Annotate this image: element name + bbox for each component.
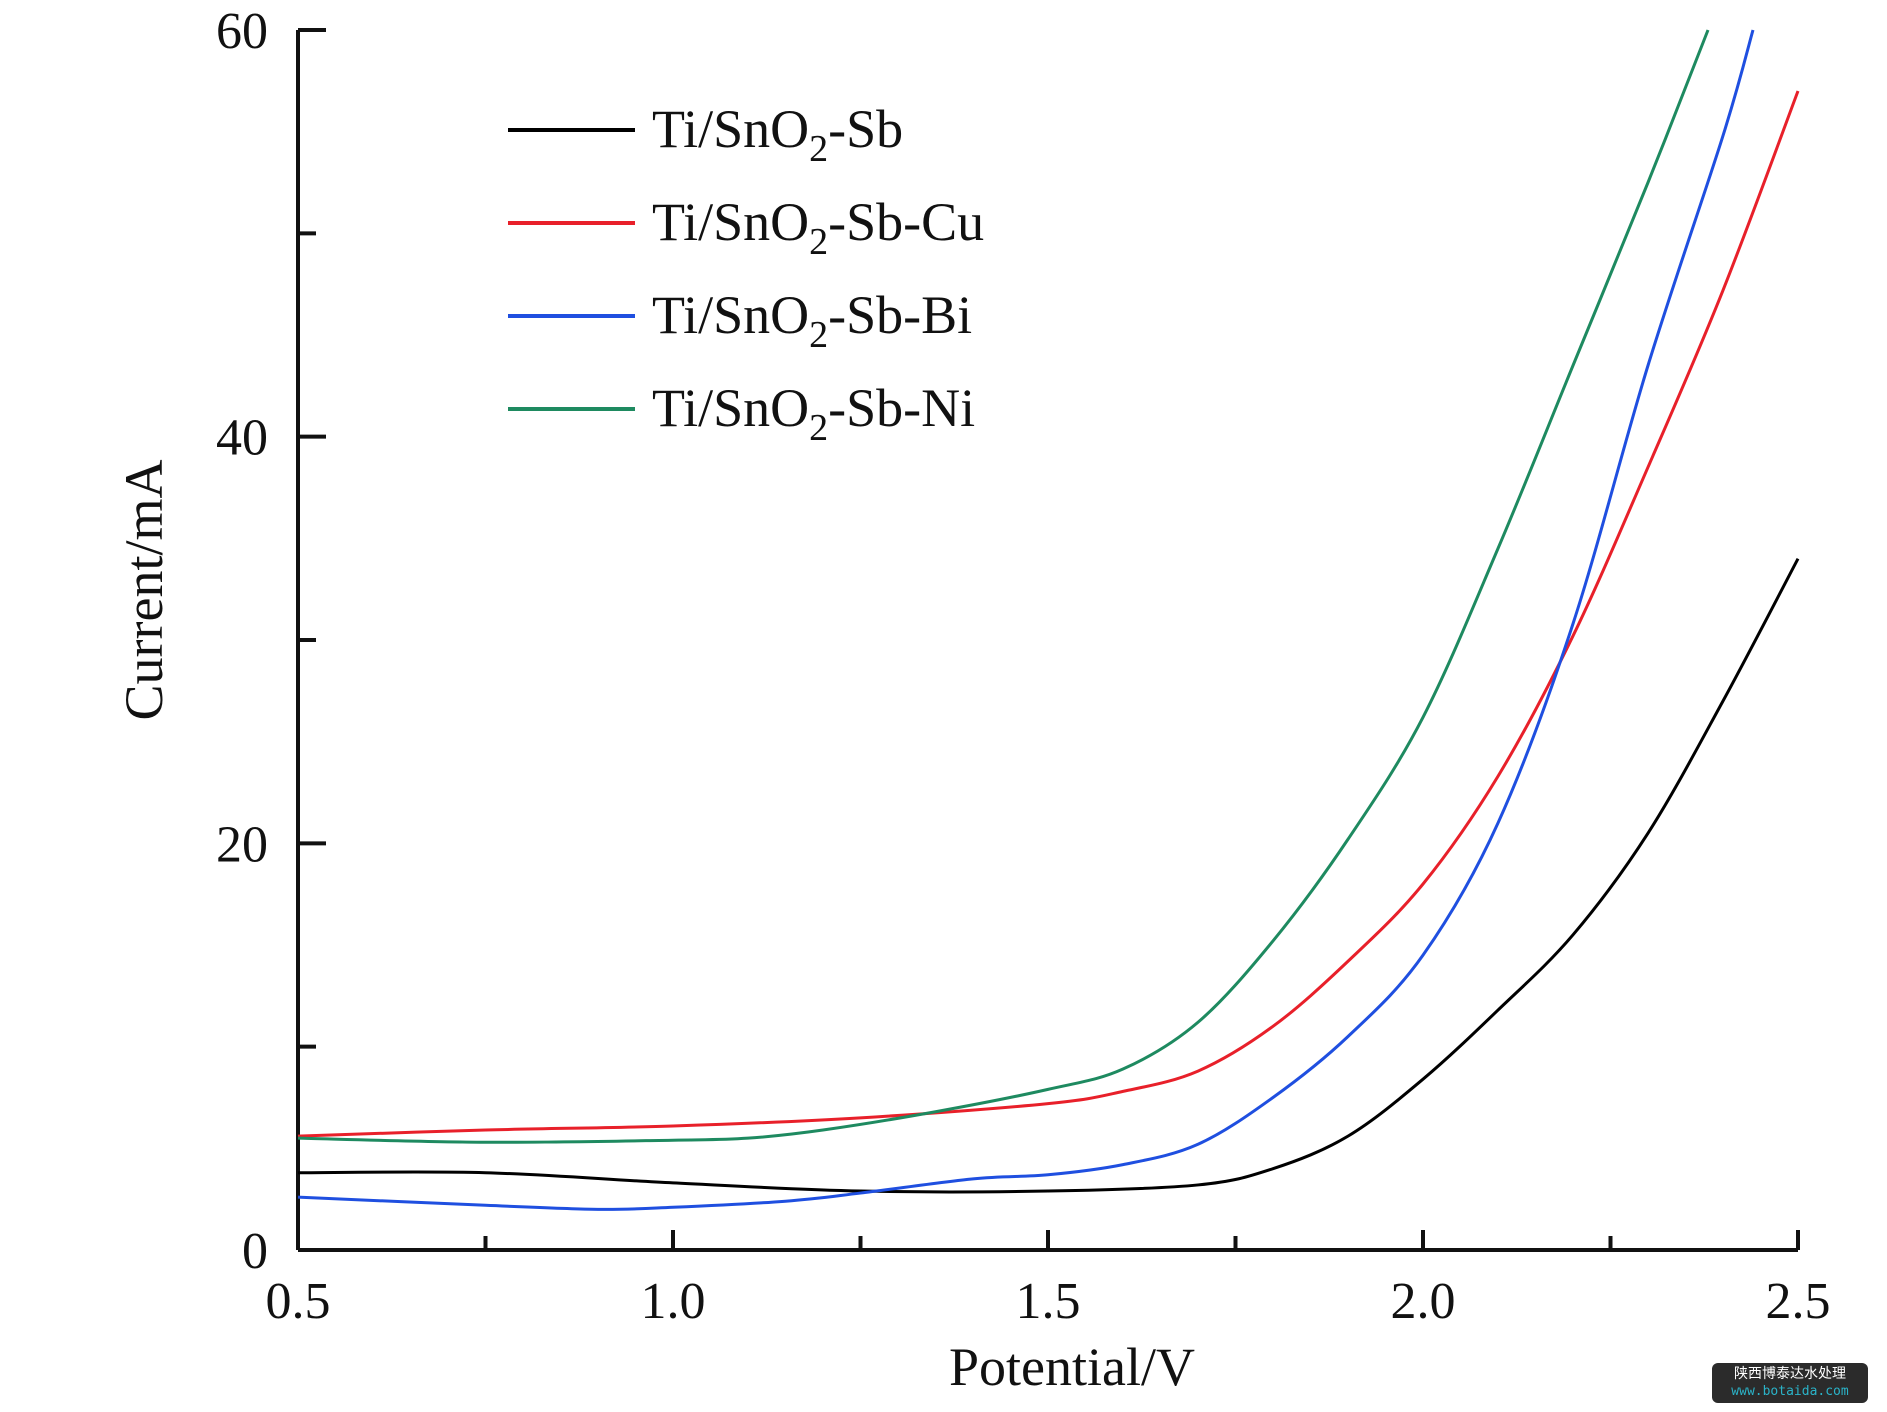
y-axis-label: Current/mA (114, 460, 174, 721)
series-line-2 (297, 90, 1800, 1138)
x-tick-label: 1.0 (641, 1273, 706, 1330)
series-line-4 (297, 29, 1710, 1144)
y-tick-label: 40 (216, 410, 268, 467)
legend-label: Ti/SnO2-Sb (652, 99, 903, 170)
series-line-3 (297, 29, 1755, 1211)
series-lines (297, 29, 1800, 1211)
legend-label: Ti/SnO2-Sb-Cu (652, 192, 984, 263)
series-line-1 (297, 557, 1800, 1194)
legend-label: Ti/SnO2-Sb-Bi (652, 285, 972, 356)
watermark-line2: www.botaida.com (1731, 1384, 1849, 1399)
watermark: 陕西博泰达水处理 www.botaida.com (1712, 1363, 1868, 1403)
y-tick-label: 0 (242, 1223, 268, 1280)
x-tick-label: 2.0 (1391, 1273, 1456, 1330)
axes: 0.5 1.0 1.5 2.0 2.5 0 20 40 60 (216, 3, 1831, 1330)
x-tick-label: 1.5 (1016, 1273, 1081, 1330)
legend: Ti/SnO2-Sb Ti/SnO2-Sb-Cu Ti/SnO2-Sb-Bi Ti/S… (508, 99, 984, 449)
y-tick-label: 20 (216, 816, 268, 873)
watermark-line1: 陕西博泰达水处理 (1734, 1366, 1846, 1382)
legend-label: Ti/SnO2-Sb-Ni (652, 378, 975, 449)
x-tick-label: 2.5 (1766, 1273, 1831, 1330)
y-tick-label: 60 (216, 3, 268, 60)
x-axis-label: Potential/V (949, 1337, 1195, 1397)
x-tick-label: 0.5 (266, 1273, 331, 1330)
